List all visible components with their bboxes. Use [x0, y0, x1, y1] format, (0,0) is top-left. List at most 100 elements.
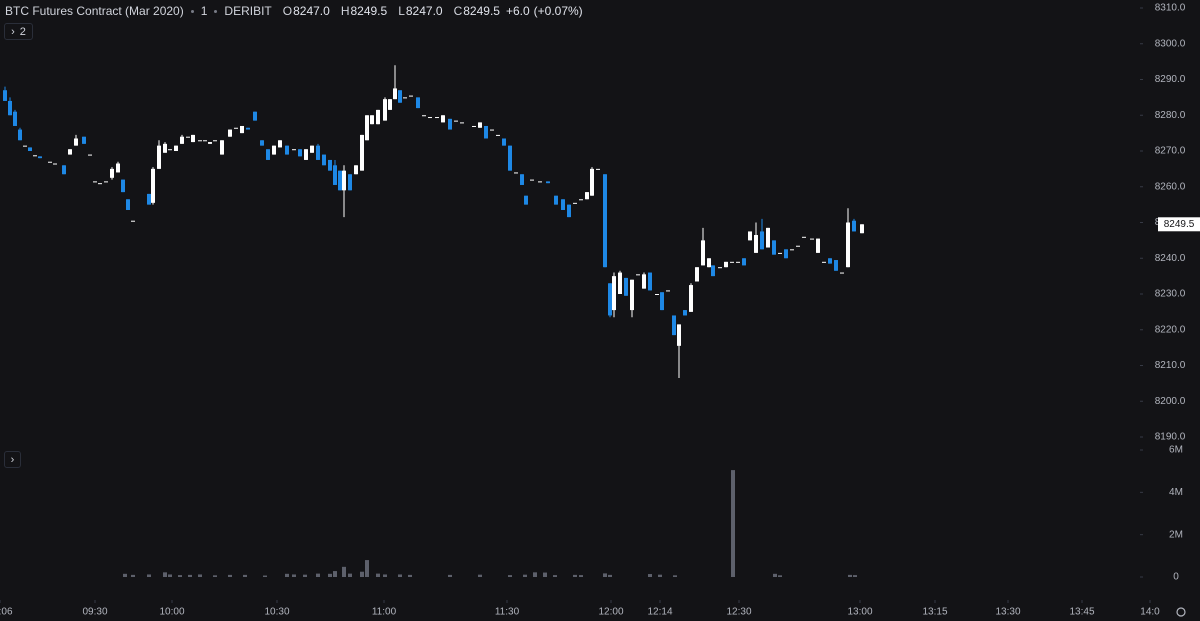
volume-bar	[292, 574, 296, 577]
candle-body	[393, 88, 397, 100]
plot-area: 09:06 09:30 10:00 10:30 11:00 11:30 12:00 12:14…	[0, 65, 1160, 618]
candle-body	[354, 165, 358, 175]
candle-body	[546, 181, 550, 184]
legend-header: BTC Futures Contract (Mar 2020) 1 DERIBI…	[5, 4, 583, 18]
candle-body	[213, 140, 217, 142]
exchange: DERIBIT	[224, 4, 272, 18]
candle-body	[220, 140, 224, 155]
candle-body	[403, 97, 407, 99]
candle-body	[208, 142, 212, 144]
candle-body	[701, 240, 705, 266]
candle-body	[524, 195, 528, 205]
volume-bar	[316, 573, 320, 577]
y-tick-label: 8220.0	[1155, 324, 1186, 335]
volume-bar	[853, 575, 857, 577]
candle-body	[240, 125, 244, 134]
candle-body	[538, 181, 542, 183]
candle-body	[121, 179, 125, 193]
x-tick-label: 13:30	[995, 607, 1020, 618]
volume-bar	[131, 574, 135, 577]
volume-bar	[383, 574, 387, 577]
x-tick-label: 09:06	[0, 607, 13, 618]
candle-body	[567, 204, 571, 218]
volume-bar	[778, 575, 782, 577]
candle-body	[822, 261, 826, 263]
volume-bar	[448, 574, 452, 577]
candle-body	[840, 272, 844, 274]
volume-bar	[163, 572, 167, 577]
candle-body	[285, 145, 289, 155]
candle-body	[388, 99, 392, 110]
candle-body	[253, 111, 257, 121]
volume-bar	[848, 574, 852, 577]
candle-body	[383, 99, 387, 121]
x-tick-label: 12:30	[726, 607, 751, 618]
candle-body	[834, 260, 838, 271]
change-percent: (+0.07%)	[533, 4, 583, 18]
candle-body	[370, 115, 374, 125]
candle-body	[48, 161, 52, 163]
candle-body	[93, 181, 97, 183]
y-tick-label: 8230.0	[1155, 289, 1186, 300]
chevron-icon: ›	[10, 453, 15, 466]
volume-bar	[573, 574, 577, 577]
candle-body	[642, 274, 646, 289]
candle-body	[520, 174, 524, 185]
candle-body	[428, 117, 432, 119]
candle-body	[416, 97, 420, 109]
candle-body	[198, 140, 202, 142]
candle-body	[590, 168, 594, 196]
candle-body	[802, 236, 806, 238]
x-tick-label: 09:30	[82, 607, 107, 618]
candle-body	[53, 163, 57, 165]
volume-bar	[478, 574, 482, 577]
x-tick-label: 14:0	[1140, 607, 1160, 618]
volume-bar	[376, 573, 380, 577]
candle-body	[695, 267, 699, 282]
candle-body	[672, 315, 676, 336]
candle-body	[754, 235, 758, 253]
candle-body	[234, 127, 238, 129]
volume-bar	[168, 574, 172, 577]
candle-body	[28, 147, 32, 151]
candle-body	[3, 90, 7, 101]
candle-body	[203, 140, 207, 142]
candle-body	[496, 134, 500, 136]
candle-body	[163, 143, 167, 153]
candle-body	[561, 199, 565, 210]
candle-body	[365, 115, 369, 141]
interval: 1	[200, 4, 208, 18]
volume-bar	[603, 573, 607, 577]
volume-bar	[773, 573, 777, 577]
x-tick-label: 13:00	[847, 607, 872, 618]
candle-body	[126, 199, 130, 210]
volume-bar	[178, 575, 182, 577]
x-tick-label: 13:15	[922, 607, 947, 618]
separator	[190, 9, 194, 13]
indicators-toggle[interactable]: › 2	[4, 23, 33, 40]
candle-body	[260, 140, 264, 146]
candle-body	[110, 168, 114, 178]
candle-body	[441, 115, 445, 123]
candle-body	[502, 138, 506, 146]
candle-body	[736, 261, 740, 263]
volume-bar	[147, 574, 151, 577]
candle-body	[191, 134, 195, 143]
candle-body	[683, 310, 687, 316]
candle-body	[816, 238, 820, 253]
y-tick-label: 8290.0	[1155, 74, 1186, 85]
volume-pane-toggle[interactable]: ›	[4, 451, 21, 468]
volume-bar	[198, 574, 202, 577]
candle-body	[603, 174, 607, 268]
low-value: 8247.0	[405, 4, 443, 18]
volume-bar	[523, 574, 527, 577]
settings-icon[interactable]	[1176, 607, 1186, 617]
candle-body	[168, 149, 172, 151]
candle-body	[810, 238, 814, 240]
candle-body	[636, 274, 640, 276]
volume-bar	[228, 574, 232, 577]
axes: 8190.08200.08210.08220.08230.08240.08250…	[1140, 3, 1200, 583]
candle-body	[186, 136, 190, 138]
